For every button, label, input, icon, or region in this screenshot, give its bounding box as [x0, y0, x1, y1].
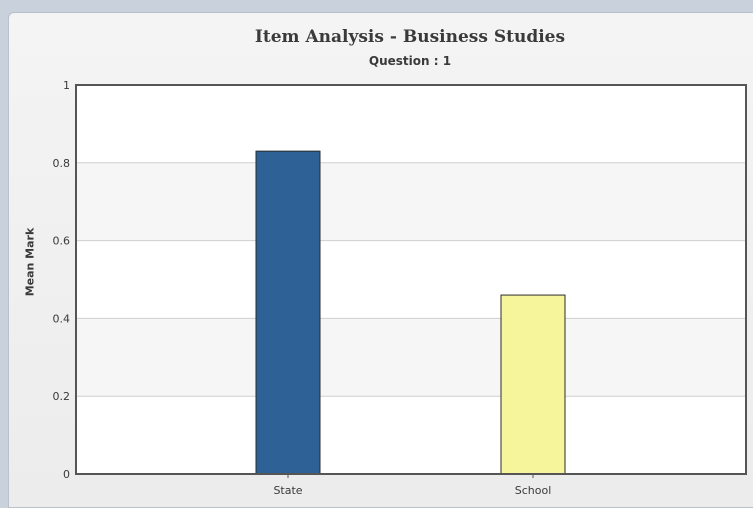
y-tick-label: 0.6: [53, 235, 71, 248]
y-tick-label: 0.4: [53, 312, 71, 325]
bar-state: [255, 150, 321, 475]
y-tick-label: 0: [63, 468, 70, 481]
y-tick-label: 0.2: [53, 390, 71, 403]
grid-band: [76, 318, 746, 397]
chart-title: Item Analysis - Business Studies: [254, 27, 566, 47]
x-tick-label: School: [515, 484, 552, 497]
plot-border: [75, 84, 747, 475]
grid-band: [76, 162, 746, 241]
chart-subtitle: Question : 1: [368, 54, 452, 68]
y-tick-label: 1: [63, 79, 70, 92]
bar-school: [500, 294, 566, 475]
y-tick-label: 0.8: [53, 157, 71, 170]
x-tick-label: State: [273, 484, 302, 497]
plot-area: [76, 85, 746, 474]
